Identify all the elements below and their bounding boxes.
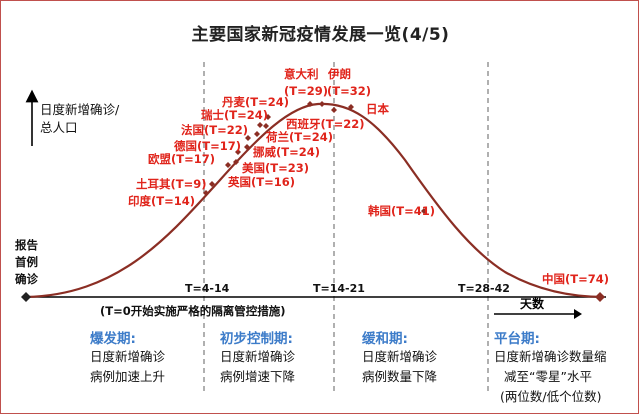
stage-desc-line: 减至“零星”水平: [504, 369, 592, 384]
label-korea: 韩国(T=41): [368, 204, 435, 218]
point-usa: [244, 144, 250, 150]
label-usa: 美国(T=23): [242, 161, 309, 175]
time-mark-1: T=4-14: [185, 282, 230, 295]
stage-desc-initial-control: 日度新增确诊 病例增速下降: [220, 347, 295, 387]
label-italy: 意大利: [284, 67, 319, 81]
stage-title-outbreak: 爆发期:: [90, 331, 136, 347]
time-mark-2: T=14-21: [313, 282, 365, 295]
point-switzerland: [257, 122, 263, 128]
label-iran-t: (T=32): [327, 84, 371, 98]
label-turkey: 土耳其(T=9): [136, 177, 207, 191]
epidemic-curve: [25, 102, 605, 299]
x-axis-label: 天数: [520, 296, 545, 311]
label-italy-t: (T=29): [284, 84, 328, 98]
stage-desc-line: 病例数量下降: [362, 369, 438, 384]
stage-desc-line: 日度新增确诊: [220, 349, 296, 364]
label-denmark: 丹麦(T=24): [222, 95, 289, 109]
point-korea: [421, 208, 427, 214]
days-arrow-head: [574, 309, 582, 319]
point-iran: [319, 101, 325, 107]
report-first-case-label: 报告 首例 确诊: [15, 238, 38, 286]
label-iran: 伊朗: [327, 67, 351, 81]
stage-desc-outbreak: 日度新增确诊 病例加速上升: [90, 347, 165, 387]
point-germany: [235, 149, 241, 155]
point-india: [203, 190, 209, 196]
label-india: 印度(T=14): [128, 194, 195, 208]
y-axis-label-line1: 日度新增确诊/: [40, 102, 120, 117]
point-spain: [331, 107, 337, 113]
point-eu: [225, 162, 231, 168]
start-marker: [21, 292, 31, 302]
label-switzerland: 瑞士(T=24): [201, 108, 268, 122]
point-denmark: [265, 114, 271, 120]
report-label-line2: 首例: [15, 255, 38, 269]
point-france: [245, 135, 251, 141]
point-turkey: [209, 181, 215, 187]
stage-desc-line: 日度新增确诊: [362, 349, 438, 364]
label-china: 中国(T=74): [542, 272, 609, 286]
stage-desc-plateau: 日度新增确诊数量缩 减至“零星”水平 (两位数/低个位数): [494, 347, 634, 407]
point-uk: [233, 159, 239, 165]
report-label-line3: 确诊: [15, 272, 38, 286]
report-label-line1: 报告: [15, 238, 38, 252]
stage-desc-easing: 日度新增确诊 病例数量下降: [362, 347, 437, 387]
country-points: [203, 101, 427, 214]
stage-title-plateau: 平台期:: [494, 331, 540, 347]
stage-desc-line: 日度新增确诊数量缩: [494, 349, 607, 364]
label-spain: 西班牙(T=22): [286, 117, 365, 131]
point-netherlands: [263, 123, 269, 129]
intervention-note: (T=0开始实施严格的隔离管控措施): [100, 304, 286, 318]
stage-title-initial-control: 初步控制期:: [220, 331, 293, 347]
stage-desc-line: 日度新增确诊: [90, 349, 166, 364]
label-uk: 英国(T=16): [227, 175, 295, 189]
label-germany: 德国(T=17): [173, 139, 241, 153]
label-france: 法国(T=22): [181, 123, 248, 137]
time-marks: T=4-14 T=14-21 T=28-42: [185, 282, 510, 295]
time-mark-3: T=28-42: [458, 282, 510, 295]
stage-title-easing: 缓和期:: [362, 331, 408, 347]
end-marker: [595, 292, 605, 302]
point-japan: [348, 104, 354, 110]
stage-desc-line: 病例增速下降: [220, 369, 296, 384]
point-norway: [254, 131, 260, 137]
page-title: 主要国家新冠疫情发展一览(4/5): [191, 25, 450, 45]
stage-desc-line: (两位数/低个位数): [500, 389, 602, 404]
country-labels: 印度(T=14) 土耳其(T=9) 欧盟(T=17) 德国(T=17) 法国(T…: [128, 67, 609, 286]
label-japan: 日本: [366, 102, 389, 116]
label-netherlands: 荷兰(T=24): [265, 130, 333, 144]
label-norway: 挪威(T=24): [253, 145, 320, 159]
y-axis-label-line2: 总人口: [40, 120, 78, 135]
point-italy: [307, 101, 313, 107]
stage-desc-line: 病例加速上升: [90, 369, 166, 384]
label-eu: 欧盟(T=17): [148, 152, 215, 166]
